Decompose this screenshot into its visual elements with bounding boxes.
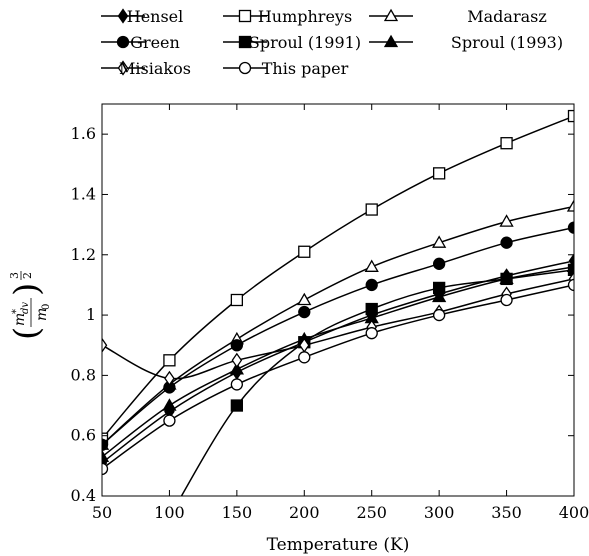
y-label-star: *	[11, 309, 22, 314]
legend-marker	[383, 8, 399, 22]
x-tick-label: 200	[289, 503, 320, 522]
y-label-exp-den: 2	[21, 272, 34, 279]
legend-entry: This paper	[223, 59, 349, 78]
data-point	[298, 305, 311, 319]
data-point	[163, 354, 176, 367]
data-point	[162, 398, 177, 411]
legend-label: Sproul (1993)	[451, 33, 563, 52]
data-point	[566, 199, 574, 212]
data-point	[500, 236, 513, 249]
data-point	[432, 235, 447, 248]
y-label-den-sub: 0	[41, 304, 52, 310]
axis-ticks: 50 100 150 200 250 300 350 400 0.4 0.6 0.8 1 1.2 1.4 1…	[71, 104, 589, 522]
data-point	[365, 327, 378, 340]
data-point	[364, 259, 379, 272]
data-point	[163, 414, 176, 427]
y-tick-label: 1	[86, 305, 96, 324]
data-point	[500, 137, 513, 150]
x-axis-label: Temperature (K)	[267, 535, 410, 555]
y-label-open-paren: (	[7, 327, 47, 340]
y-tick-label: 0.4	[71, 486, 96, 505]
data-point	[297, 292, 312, 306]
y-tick-label: 1.4	[71, 184, 96, 203]
data-point	[229, 362, 244, 375]
series-layer	[102, 109, 574, 496]
data-point	[230, 399, 244, 412]
x-tick-label: 250	[356, 503, 387, 522]
data-point	[102, 438, 109, 451]
x-tick-label: 350	[491, 503, 522, 522]
data-point	[567, 221, 574, 234]
y-label-exp-num: 3	[8, 272, 21, 279]
series-this-paper	[102, 278, 574, 476]
data-point	[432, 289, 447, 303]
y-tick-label: 0.8	[71, 365, 96, 384]
data-point	[432, 308, 446, 322]
legend-entry: Hensel	[101, 7, 183, 26]
series-green	[102, 221, 574, 451]
data-point	[164, 370, 175, 387]
legend-marker	[383, 34, 399, 48]
legend-label: Humphreys	[258, 7, 352, 26]
legend-label: Sproul (1991)	[249, 33, 361, 52]
legend-marker	[238, 35, 252, 49]
data-point	[567, 278, 574, 292]
legend-marker	[116, 35, 130, 49]
legend-entry: Humphreys	[223, 7, 352, 26]
legend-label: Green	[130, 33, 180, 52]
data-point	[298, 245, 311, 258]
y-tick-label: 1.6	[71, 124, 96, 143]
legend-entry: Green	[101, 33, 180, 52]
data-point	[567, 109, 574, 123]
legend-label: This paper	[262, 59, 349, 78]
data-point	[432, 257, 446, 270]
legend-entry: Madarasz	[369, 7, 547, 26]
legend-entry: Sproul (1993)	[369, 33, 563, 52]
y-label-den: m	[34, 308, 50, 321]
data-point	[499, 271, 514, 285]
legend-entry: Sproul (1991)	[223, 33, 361, 52]
data-point	[499, 214, 514, 227]
data-point	[102, 337, 108, 353]
x-tick-label: 150	[222, 503, 253, 522]
data-point	[102, 449, 110, 462]
plot-frame	[101, 103, 575, 497]
data-point	[298, 351, 311, 364]
y-label-sub: dv	[20, 302, 31, 314]
series-sproul-1993	[102, 259, 574, 462]
legend-marker	[238, 61, 252, 75]
data-point	[432, 167, 446, 180]
data-point	[231, 352, 243, 368]
y-tick-label: 0.6	[71, 426, 96, 445]
y-axis-label: ( m * dv m 0 ) 3 2	[7, 271, 52, 340]
y-tick-label: 1.2	[71, 245, 96, 264]
legend-label: Madarasz	[467, 7, 547, 26]
x-tick-label: 100	[154, 503, 185, 522]
x-tick-label: 300	[424, 503, 455, 522]
legend-label: Hensel	[127, 7, 184, 26]
data-point	[566, 259, 574, 272]
legend-entry: Misiakos	[101, 59, 191, 78]
legend-marker	[117, 8, 129, 24]
y-label-m: m	[12, 313, 28, 326]
legend-marker	[117, 60, 129, 76]
series-line	[102, 278, 574, 380]
series-humphreys	[102, 109, 574, 445]
data-point	[365, 203, 378, 216]
data-point	[102, 462, 109, 476]
data-point	[230, 378, 244, 391]
data-point	[230, 339, 244, 352]
legend-marker	[238, 9, 252, 23]
data-point	[230, 293, 244, 307]
data-point	[500, 293, 513, 307]
data-point	[365, 278, 378, 292]
chart-legend: Hensel Humphreys Madarasz Green Sproul (1991…	[101, 7, 563, 78]
x-tick-label: 50	[92, 503, 112, 522]
x-tick-label: 400	[559, 503, 589, 522]
legend-label: Misiakos	[119, 59, 191, 78]
y-label-close-paren: )	[7, 283, 47, 296]
